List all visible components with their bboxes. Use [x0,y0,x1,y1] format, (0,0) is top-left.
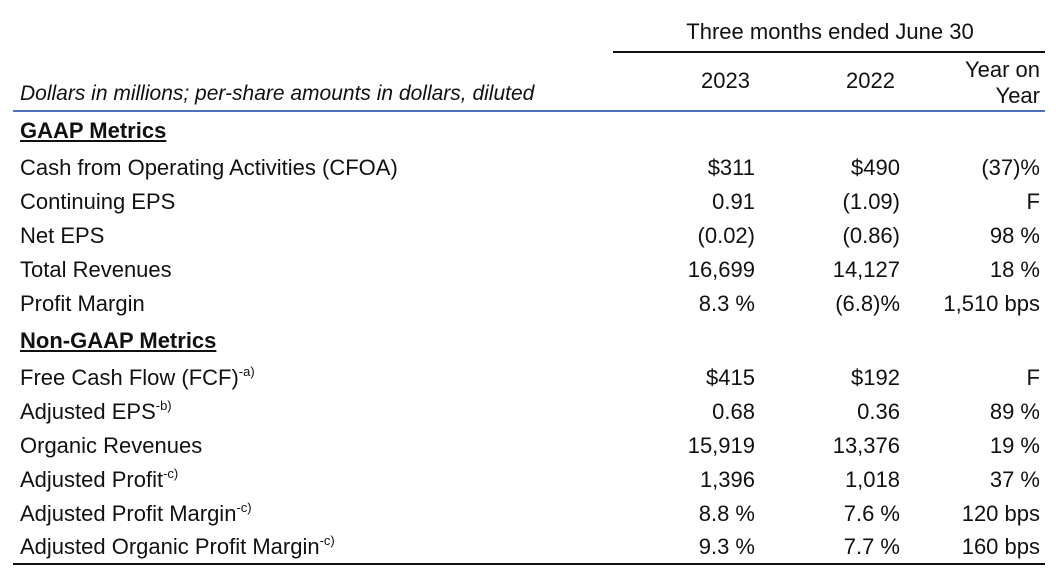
value-2022: 7.6 % [843,501,900,526]
row-label: Adjusted Profit Margin-c) [20,500,252,526]
value-2023: 0.68 [712,399,755,424]
table-row: Total Revenues 16,699 14,127 18 % [0,253,1056,287]
footnote-marker: -c) [236,500,252,515]
value-2022: $192 [851,365,900,390]
table-row: Organic Revenues 15,919 13,376 19 % [0,429,1056,463]
row-label: Adjusted EPS-b) [20,398,172,424]
period-header: Three months ended June 30 [686,19,974,44]
value-2023: 0.91 [712,189,755,214]
table-row: Adjusted Profit-c) 1,396 1,018 37 % [0,463,1056,497]
value-2022: (1.09) [842,189,900,214]
footnote-marker: -a) [238,364,255,379]
footnote-marker: -c) [163,466,179,481]
value-2022: (6.8)% [835,291,900,316]
value-yoy: F [1026,189,1040,214]
value-2022: 13,376 [832,433,900,458]
column-header-yoy-line1: Year on [964,57,1040,82]
value-2022: 7.7 % [843,534,900,559]
value-2022: (0.86) [842,223,900,248]
table-row: Free Cash Flow (FCF)-a) $415 $192 F [0,361,1056,395]
table-row: Cash from Operating Activities (CFOA) $3… [0,151,1056,185]
row-label: Profit Margin [20,291,145,316]
value-2023: 16,699 [687,257,755,282]
footnote-marker: -c) [319,533,335,548]
value-2022: 1,018 [844,467,900,492]
value-2022: 14,127 [832,257,900,282]
value-yoy: 37 % [989,467,1040,492]
row-label: Adjusted Organic Profit Margin-c) [20,533,335,559]
table-row: Adjusted Profit Margin-c) 8.8 % 7.6 % 12… [0,497,1056,531]
units-note: Dollars in millions; per-share amounts i… [20,82,535,105]
value-2023: 1,396 [699,467,755,492]
value-2023: $415 [706,365,755,390]
value-2023: 8.8 % [698,501,755,526]
value-2023: 15,919 [687,433,755,458]
value-2023: (0.02) [697,223,755,248]
table-row: Continuing EPS 0.91 (1.09) F [0,185,1056,219]
section-heading-gaap: GAAP Metrics [0,114,1056,148]
value-yoy: 160 bps [961,534,1040,559]
value-2023: 8.3 % [698,291,755,316]
table-row: Net EPS (0.02) (0.86) 98 % [0,219,1056,253]
value-2022: 0.36 [857,399,900,424]
section-heading-non-gaap: Non-GAAP Metrics [0,324,1056,358]
section-title: Non-GAAP Metrics [20,328,217,353]
section-title: GAAP Metrics [20,118,167,143]
value-yoy: 18 % [989,257,1040,282]
footnote-marker: -b) [155,398,172,413]
table-bottom-rule [13,563,1045,565]
column-header-yoy: Year on Year [900,57,1040,109]
row-label: Adjusted Profit-c) [20,466,179,492]
table-row: Profit Margin 8.3 % (6.8)% 1,510 bps [0,287,1056,321]
value-yoy: 19 % [989,433,1040,458]
value-yoy: 1,510 bps [943,291,1040,316]
value-yoy: 89 % [989,399,1040,424]
table-row: Adjusted Organic Profit Margin-c) 9.3 % … [0,530,1056,564]
row-label: Continuing EPS [20,189,176,214]
column-header-2023: 2023 [701,68,750,93]
value-2023: $311 [707,155,755,180]
row-label: Total Revenues [20,257,172,282]
value-yoy: 120 bps [961,501,1040,526]
value-yoy: (37)% [981,155,1040,180]
row-label: Organic Revenues [20,433,203,458]
header-divider [13,110,1045,112]
period-header-rule [613,51,1045,53]
row-label: Net EPS [20,223,105,248]
value-yoy: 98 % [989,223,1040,248]
column-header-yoy-line2: Year [995,83,1040,108]
column-header-2022: 2022 [846,68,895,93]
value-2022: $490 [851,155,900,180]
row-label: Free Cash Flow (FCF)-a) [20,364,255,390]
value-yoy: F [1026,365,1040,390]
value-2023: 9.3 % [698,534,755,559]
table-row: Adjusted EPS-b) 0.68 0.36 89 % [0,395,1056,429]
row-label: Cash from Operating Activities (CFOA) [20,155,398,180]
